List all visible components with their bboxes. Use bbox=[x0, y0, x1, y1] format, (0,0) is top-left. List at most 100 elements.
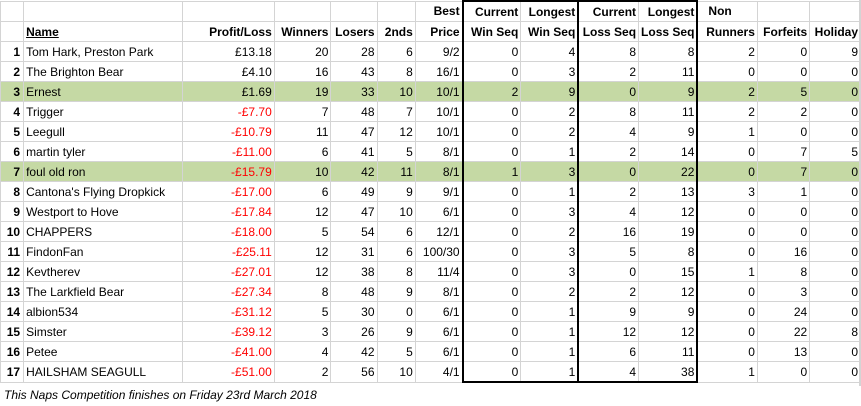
header-current-loss[interactable]: Current bbox=[577, 0, 640, 22]
header-best[interactable]: Best bbox=[414, 0, 464, 22]
current-win-seq-cell[interactable]: 0 bbox=[461, 341, 522, 362]
header-longest-loss[interactable]: Longest bbox=[638, 0, 699, 22]
losers-cell[interactable]: 26 bbox=[330, 321, 378, 342]
profit-loss-cell[interactable]: -£51.00 bbox=[181, 361, 275, 383]
winners-cell[interactable]: 12 bbox=[273, 201, 332, 222]
seconds-cell[interactable]: 11 bbox=[376, 161, 416, 182]
holiday-cell[interactable]: 0 bbox=[809, 81, 861, 102]
longest-win-seq-cell[interactable]: 2 bbox=[520, 221, 580, 242]
current-win-seq-cell[interactable]: 0 bbox=[461, 181, 522, 202]
winners-cell[interactable]: 5 bbox=[273, 301, 332, 322]
current-win-seq-cell[interactable]: 0 bbox=[461, 261, 522, 282]
best-price-cell[interactable]: 9/1 bbox=[414, 181, 464, 202]
longest-win-seq-cell[interactable]: 3 bbox=[520, 261, 580, 282]
best-price-cell[interactable]: 8/1 bbox=[414, 161, 464, 182]
row-number-cell[interactable]: 17 bbox=[0, 361, 25, 383]
non-runners-cell[interactable]: 0 bbox=[696, 321, 758, 342]
seconds-cell[interactable]: 5 bbox=[376, 341, 416, 362]
seconds-cell[interactable]: 6 bbox=[376, 41, 416, 62]
current-loss-seq-cell[interactable]: 0 bbox=[577, 161, 640, 182]
header-cell[interactable] bbox=[756, 0, 811, 22]
row-number-cell[interactable]: 2 bbox=[0, 61, 25, 82]
header-price[interactable]: Price bbox=[414, 21, 464, 42]
non-runners-cell[interactable]: 0 bbox=[696, 161, 758, 182]
header-cell[interactable] bbox=[0, 0, 25, 22]
header-cell[interactable] bbox=[23, 0, 183, 22]
header-current-win[interactable]: Current bbox=[461, 0, 522, 22]
seconds-cell[interactable]: 6 bbox=[376, 221, 416, 242]
holiday-cell[interactable]: 0 bbox=[809, 121, 861, 142]
longest-win-seq-cell[interactable]: 1 bbox=[520, 301, 580, 322]
profit-loss-cell[interactable]: -£39.12 bbox=[181, 321, 275, 342]
longest-loss-seq-cell[interactable]: 15 bbox=[638, 261, 699, 282]
longest-win-seq-cell[interactable]: 1 bbox=[520, 141, 580, 162]
losers-cell[interactable]: 30 bbox=[330, 301, 378, 322]
forfeits-cell[interactable]: 24 bbox=[756, 301, 811, 322]
current-win-seq-cell[interactable]: 0 bbox=[461, 61, 522, 82]
longest-loss-seq-cell[interactable]: 11 bbox=[638, 61, 699, 82]
non-runners-cell[interactable]: 1 bbox=[696, 361, 758, 383]
holiday-cell[interactable]: 0 bbox=[809, 261, 861, 282]
current-win-seq-cell[interactable]: 0 bbox=[461, 301, 522, 322]
forfeits-cell[interactable]: 0 bbox=[756, 221, 811, 242]
name-cell[interactable]: Kevtherev bbox=[23, 261, 183, 282]
longest-win-seq-cell[interactable]: 1 bbox=[520, 341, 580, 362]
forfeits-cell[interactable]: 3 bbox=[756, 281, 811, 302]
forfeits-cell[interactable]: 0 bbox=[756, 201, 811, 222]
profit-loss-cell[interactable]: -£15.79 bbox=[181, 161, 275, 182]
losers-cell[interactable]: 54 bbox=[330, 221, 378, 242]
best-price-cell[interactable]: 8/1 bbox=[414, 141, 464, 162]
winners-cell[interactable]: 6 bbox=[273, 181, 332, 202]
profit-loss-cell[interactable]: -£25.11 bbox=[181, 241, 275, 262]
holiday-cell[interactable]: 0 bbox=[809, 161, 861, 182]
losers-cell[interactable]: 56 bbox=[330, 361, 378, 383]
losers-cell[interactable]: 33 bbox=[330, 81, 378, 102]
current-loss-seq-cell[interactable]: 8 bbox=[577, 101, 640, 122]
longest-loss-seq-cell[interactable]: 13 bbox=[638, 181, 699, 202]
losers-cell[interactable]: 48 bbox=[330, 101, 378, 122]
current-win-seq-cell[interactable]: 2 bbox=[461, 81, 522, 102]
longest-win-seq-cell[interactable]: 2 bbox=[520, 281, 580, 302]
forfeits-cell[interactable]: 13 bbox=[756, 341, 811, 362]
best-price-cell[interactable]: 4/1 bbox=[414, 361, 464, 383]
profit-loss-cell[interactable]: £4.10 bbox=[181, 61, 275, 82]
non-runners-cell[interactable]: 0 bbox=[696, 221, 758, 242]
current-win-seq-cell[interactable]: 0 bbox=[461, 281, 522, 302]
row-number-cell[interactable]: 5 bbox=[0, 121, 25, 142]
current-loss-seq-cell[interactable]: 6 bbox=[577, 341, 640, 362]
seconds-cell[interactable]: 8 bbox=[376, 61, 416, 82]
non-runners-cell[interactable]: 0 bbox=[696, 201, 758, 222]
holiday-cell[interactable]: 5 bbox=[809, 141, 861, 162]
current-win-seq-cell[interactable]: 0 bbox=[461, 221, 522, 242]
non-runners-cell[interactable]: 3 bbox=[696, 181, 758, 202]
longest-loss-seq-cell[interactable]: 14 bbox=[638, 141, 699, 162]
non-runners-cell[interactable]: 0 bbox=[696, 141, 758, 162]
forfeits-cell[interactable]: 2 bbox=[756, 101, 811, 122]
forfeits-cell[interactable]: 0 bbox=[756, 41, 811, 62]
header-runners[interactable]: Runners bbox=[696, 21, 758, 42]
header-win-seq[interactable]: Win Seq bbox=[461, 21, 522, 42]
losers-cell[interactable]: 43 bbox=[330, 61, 378, 82]
longest-loss-seq-cell[interactable]: 12 bbox=[638, 201, 699, 222]
profit-loss-cell[interactable]: -£17.84 bbox=[181, 201, 275, 222]
name-cell[interactable]: Tom Hark, Preston Park bbox=[23, 41, 183, 62]
row-number-cell[interactable]: 1 bbox=[0, 41, 25, 62]
holiday-cell[interactable]: 0 bbox=[809, 61, 861, 82]
winners-cell[interactable]: 19 bbox=[273, 81, 332, 102]
longest-win-seq-cell[interactable]: 2 bbox=[520, 121, 580, 142]
current-loss-seq-cell[interactable]: 4 bbox=[577, 361, 640, 383]
seconds-cell[interactable]: 12 bbox=[376, 121, 416, 142]
seconds-cell[interactable]: 9 bbox=[376, 321, 416, 342]
seconds-cell[interactable]: 10 bbox=[376, 81, 416, 102]
winners-cell[interactable]: 20 bbox=[273, 41, 332, 62]
holiday-cell[interactable]: 0 bbox=[809, 361, 861, 383]
forfeits-cell[interactable]: 5 bbox=[756, 81, 811, 102]
name-cell[interactable]: albion534 bbox=[23, 301, 183, 322]
profit-loss-cell[interactable]: -£27.01 bbox=[181, 261, 275, 282]
longest-win-seq-cell[interactable]: 1 bbox=[520, 361, 580, 383]
header-loss-seq[interactable]: Loss Seq bbox=[638, 21, 699, 42]
row-number-cell[interactable]: 14 bbox=[0, 301, 25, 322]
profit-loss-cell[interactable]: -£31.12 bbox=[181, 301, 275, 322]
current-win-seq-cell[interactable]: 0 bbox=[461, 201, 522, 222]
profit-loss-cell[interactable]: -£7.70 bbox=[181, 101, 275, 122]
